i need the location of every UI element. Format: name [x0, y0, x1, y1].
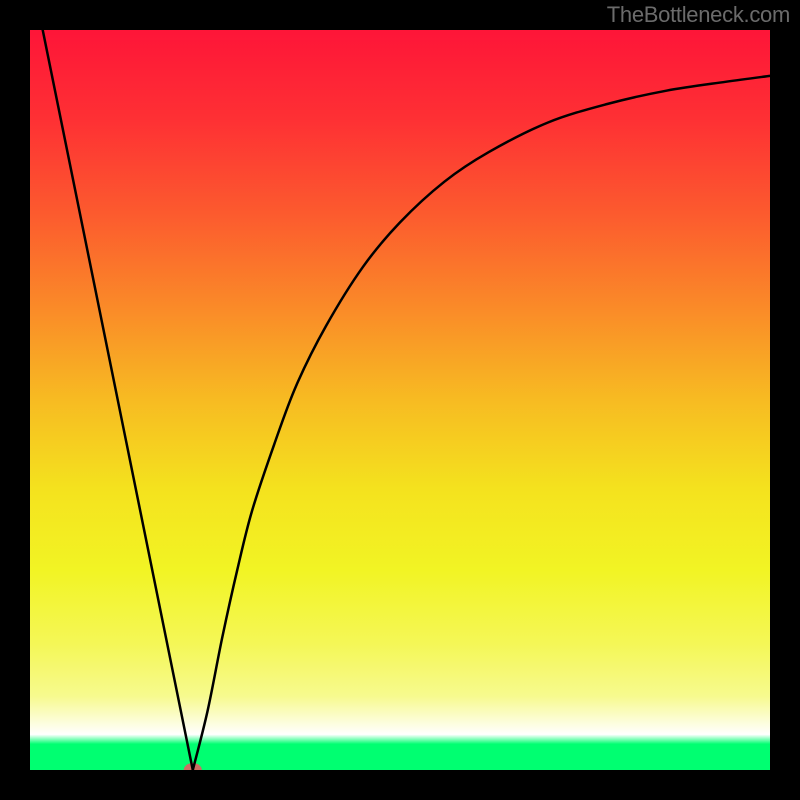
gradient-background	[30, 30, 770, 770]
watermark-label: TheBottleneck.com	[607, 2, 790, 28]
chart-svg	[0, 0, 800, 800]
chart-container: TheBottleneck.com	[0, 0, 800, 800]
